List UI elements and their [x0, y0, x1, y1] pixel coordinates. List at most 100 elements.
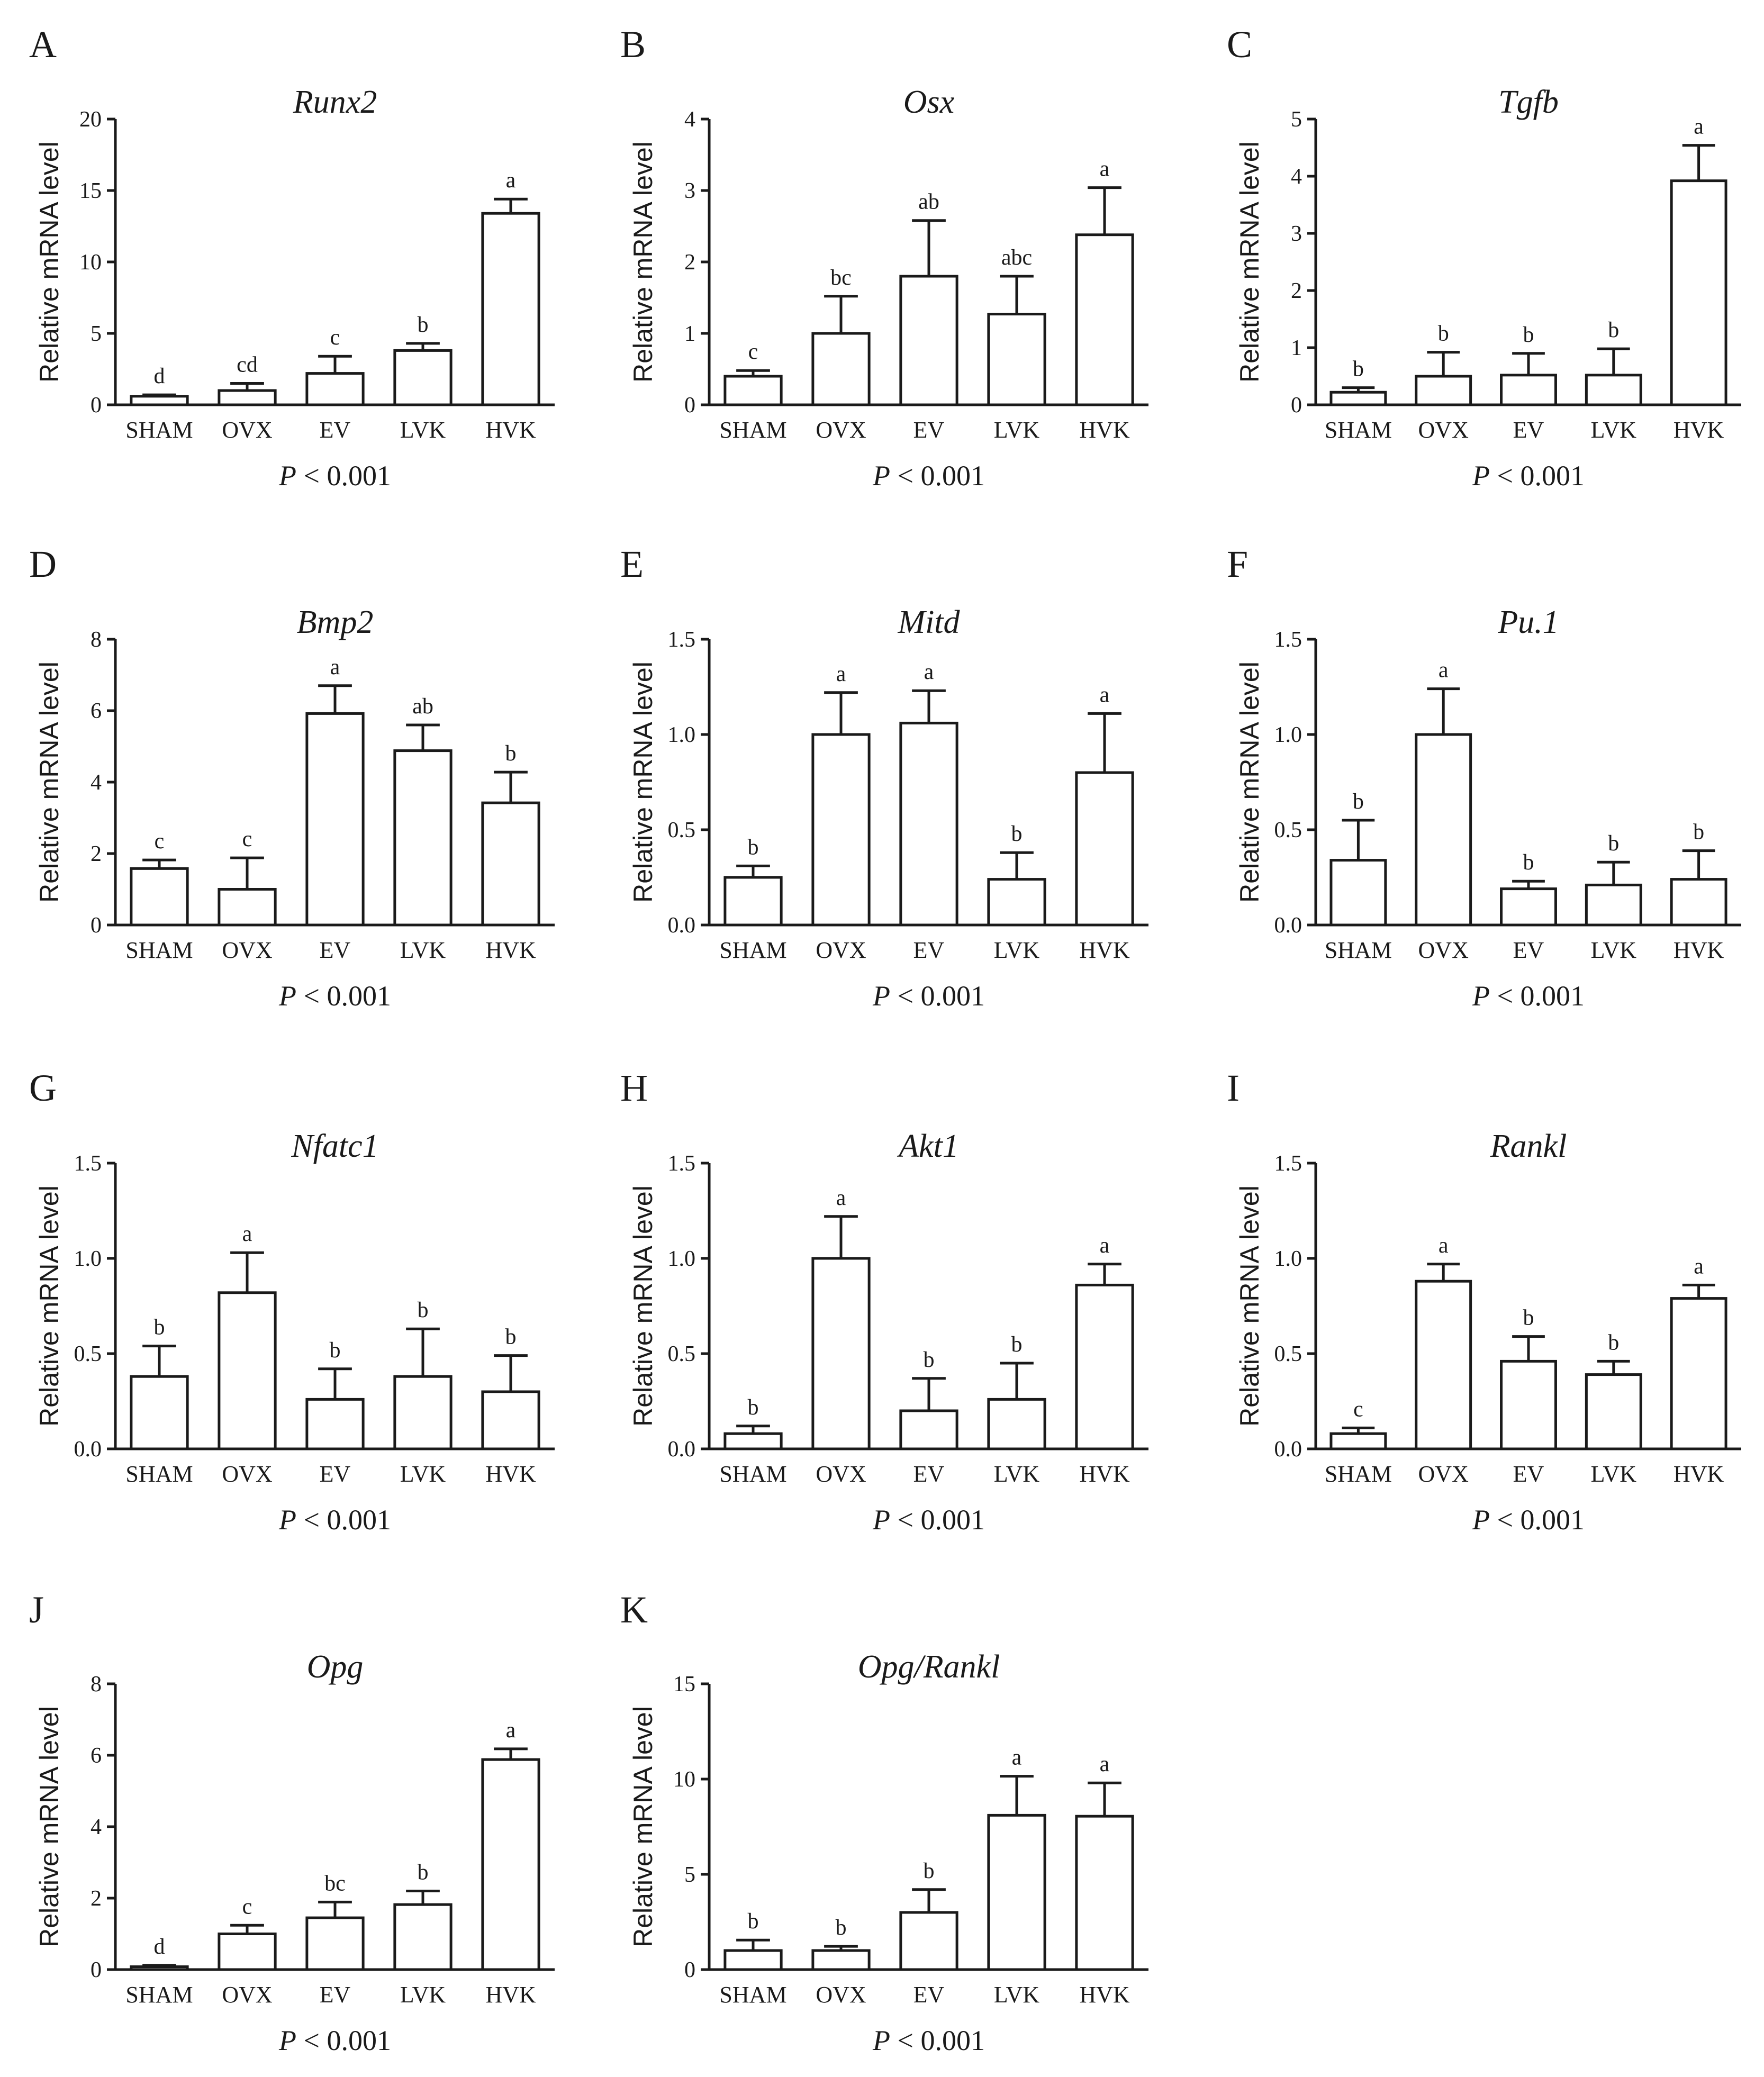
bar-sham	[723, 876, 783, 927]
significance-label: a	[1694, 1254, 1704, 1278]
chart-title: Runx2	[293, 84, 377, 120]
x-category-label: EV	[913, 1982, 945, 2008]
significance-label: a	[506, 1718, 516, 1743]
p-value-symbol: P	[278, 460, 296, 492]
significance-label: bc	[324, 1871, 346, 1895]
significance-label: c	[242, 1894, 252, 1919]
p-value: P < 0.001	[278, 1504, 391, 1536]
bar-lvk	[393, 1903, 453, 1971]
significance-label: b	[505, 1325, 517, 1349]
bar-ovx	[218, 389, 277, 406]
significance-label: c	[748, 340, 758, 364]
y-tick-label: 0.0	[1274, 1437, 1302, 1462]
x-category-label: LVK	[994, 1982, 1040, 2008]
p-value-symbol: P	[278, 2025, 296, 2056]
x-category-label: HVK	[1673, 1461, 1724, 1487]
bar-lvk	[987, 1813, 1046, 1971]
y-axis-title: Relative mRNA level	[1235, 1185, 1264, 1427]
x-category-label: SHAM	[1325, 417, 1392, 443]
p-value: P < 0.001	[1472, 460, 1585, 492]
x-category-label: LVK	[994, 417, 1040, 443]
significance-label: cd	[237, 353, 258, 377]
bar-sham	[1329, 859, 1387, 927]
chart-panel-j: J Opg Relative mRNA level 0 2 4 6 8 d SHAM c OVX bc E…	[29, 1589, 555, 2056]
significance-label: b	[418, 1298, 429, 1322]
p-value-text: < 0.001	[296, 980, 391, 1012]
bar-sham	[130, 867, 189, 927]
x-category-label: LVK	[994, 937, 1040, 963]
y-tick-label: 20	[79, 107, 102, 132]
p-value-symbol: P	[872, 460, 890, 492]
significance-label: c	[242, 827, 252, 851]
x-category-label: SHAM	[719, 1461, 786, 1487]
p-value-text: < 0.001	[296, 460, 391, 492]
significance-label: b	[748, 835, 759, 859]
chart-panel-k: K Opg/Rankl Relative mRNA level 0 5 10 15 b SHAM…	[620, 1589, 1148, 2056]
significance-label: b	[1608, 1330, 1619, 1355]
x-category-label: OVX	[222, 417, 272, 443]
significance-label: a	[1100, 1752, 1110, 1776]
chart-panel-a: A Runx2 Relative mRNA level 0 5 10 15 20 d SHAM cd…	[29, 23, 555, 492]
bar-hvk	[1075, 1283, 1134, 1450]
significance-label: b	[1011, 822, 1023, 846]
y-tick-label: 0	[684, 393, 695, 418]
x-category-label: EV	[913, 1461, 945, 1487]
y-tick-label: 8	[91, 1672, 102, 1697]
bar-sham	[723, 1949, 783, 1971]
significance-label: b	[924, 1348, 935, 1372]
p-value: P < 0.001	[872, 460, 985, 492]
x-category-label: EV	[913, 417, 945, 443]
p-value-text: < 0.001	[890, 460, 985, 492]
y-tick-label: 0.0	[668, 1437, 696, 1462]
y-tick-label: 0.5	[74, 1342, 102, 1366]
bar-hvk	[1670, 1297, 1727, 1450]
y-tick-label: 1.5	[1274, 1151, 1302, 1176]
significance-label: b	[748, 1909, 759, 1934]
significance-label: b	[924, 1859, 935, 1883]
y-tick-label: 0.5	[1274, 818, 1302, 842]
y-tick-label: 4	[91, 1815, 102, 1839]
y-tick-label: 2	[1291, 279, 1302, 303]
bar-lvk	[1585, 374, 1642, 406]
y-tick-label: 4	[91, 770, 102, 795]
significance-label: b	[748, 1395, 759, 1420]
bar-ev	[305, 1398, 365, 1450]
panel-label: A	[29, 23, 57, 66]
y-tick-label: 3	[684, 179, 695, 203]
x-category-label: HVK	[485, 937, 536, 963]
significance-label: b	[1353, 357, 1364, 382]
bar-ovx	[811, 332, 871, 406]
chart-title: Akt1	[897, 1128, 959, 1164]
bar-ev	[305, 1916, 365, 1971]
x-category-label: HVK	[1079, 417, 1130, 443]
significance-label: b	[1693, 820, 1704, 845]
chart-title: Rankl	[1490, 1128, 1567, 1164]
bar-ev	[1500, 887, 1557, 927]
bar-ovx	[218, 888, 277, 927]
x-category-label: EV	[1513, 417, 1544, 443]
y-axis-title: Relative mRNA level	[1235, 661, 1264, 903]
y-tick-label: 0.0	[668, 913, 696, 938]
y-tick-label: 1.0	[1274, 723, 1302, 747]
x-category-label: LVK	[1591, 937, 1637, 963]
x-category-label: OVX	[816, 417, 866, 443]
p-value: P < 0.001	[1472, 1504, 1585, 1536]
x-category-label: SHAM	[125, 937, 193, 963]
significance-label: d	[154, 364, 165, 388]
y-tick-label: 0.0	[1274, 913, 1302, 938]
bar-hvk	[1075, 233, 1134, 406]
panel-label: E	[620, 543, 644, 585]
x-category-label: SHAM	[125, 1982, 193, 2008]
significance-label: b	[1523, 323, 1534, 347]
significance-label: b	[418, 313, 429, 337]
x-category-label: OVX	[222, 937, 272, 963]
significance-label: a	[836, 662, 846, 686]
significance-label: a	[836, 1186, 846, 1210]
y-tick-label: 0	[91, 1958, 102, 1982]
significance-label: b	[154, 1316, 165, 1340]
chart-panel-b: B Osx Relative mRNA level 0 1 2 3 4 c SHAM bc OVX ab…	[620, 23, 1148, 492]
y-tick-label: 0	[91, 913, 102, 938]
bar-ev	[899, 275, 958, 406]
significance-label: abc	[1001, 246, 1032, 270]
p-value: P < 0.001	[872, 980, 985, 1012]
